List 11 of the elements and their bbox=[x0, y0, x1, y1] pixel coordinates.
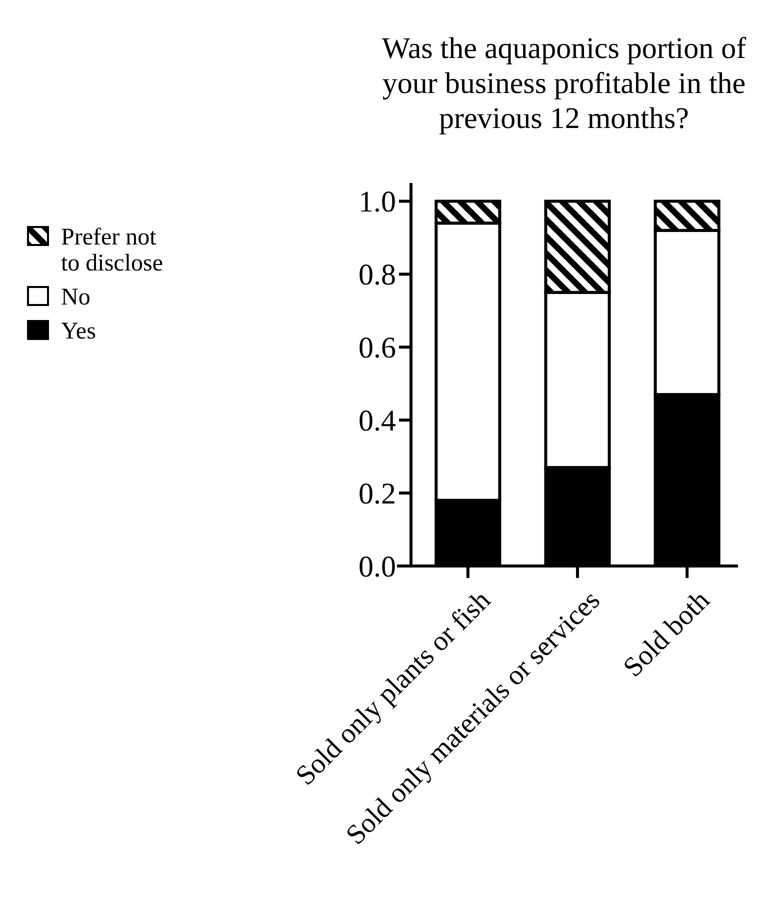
legend-label: Prefer not to disclose bbox=[61, 224, 163, 276]
legend-label: Yes bbox=[61, 318, 96, 344]
x-tick-label: Sold both bbox=[617, 584, 716, 684]
y-tick-label: 0.2 bbox=[358, 478, 396, 511]
legend-label: No bbox=[61, 284, 90, 310]
y-tick-label: 1.0 bbox=[358, 186, 396, 219]
y-tick-label: 0.8 bbox=[358, 258, 396, 292]
y-tick-label: 0.6 bbox=[358, 332, 396, 365]
y-tick-label: 0.4 bbox=[358, 404, 396, 438]
y-tick-label: 0.0 bbox=[358, 550, 396, 584]
chart-title: Was the aquaponics portion of your business profitable in the previous 12 months? bbox=[382, 32, 746, 135]
